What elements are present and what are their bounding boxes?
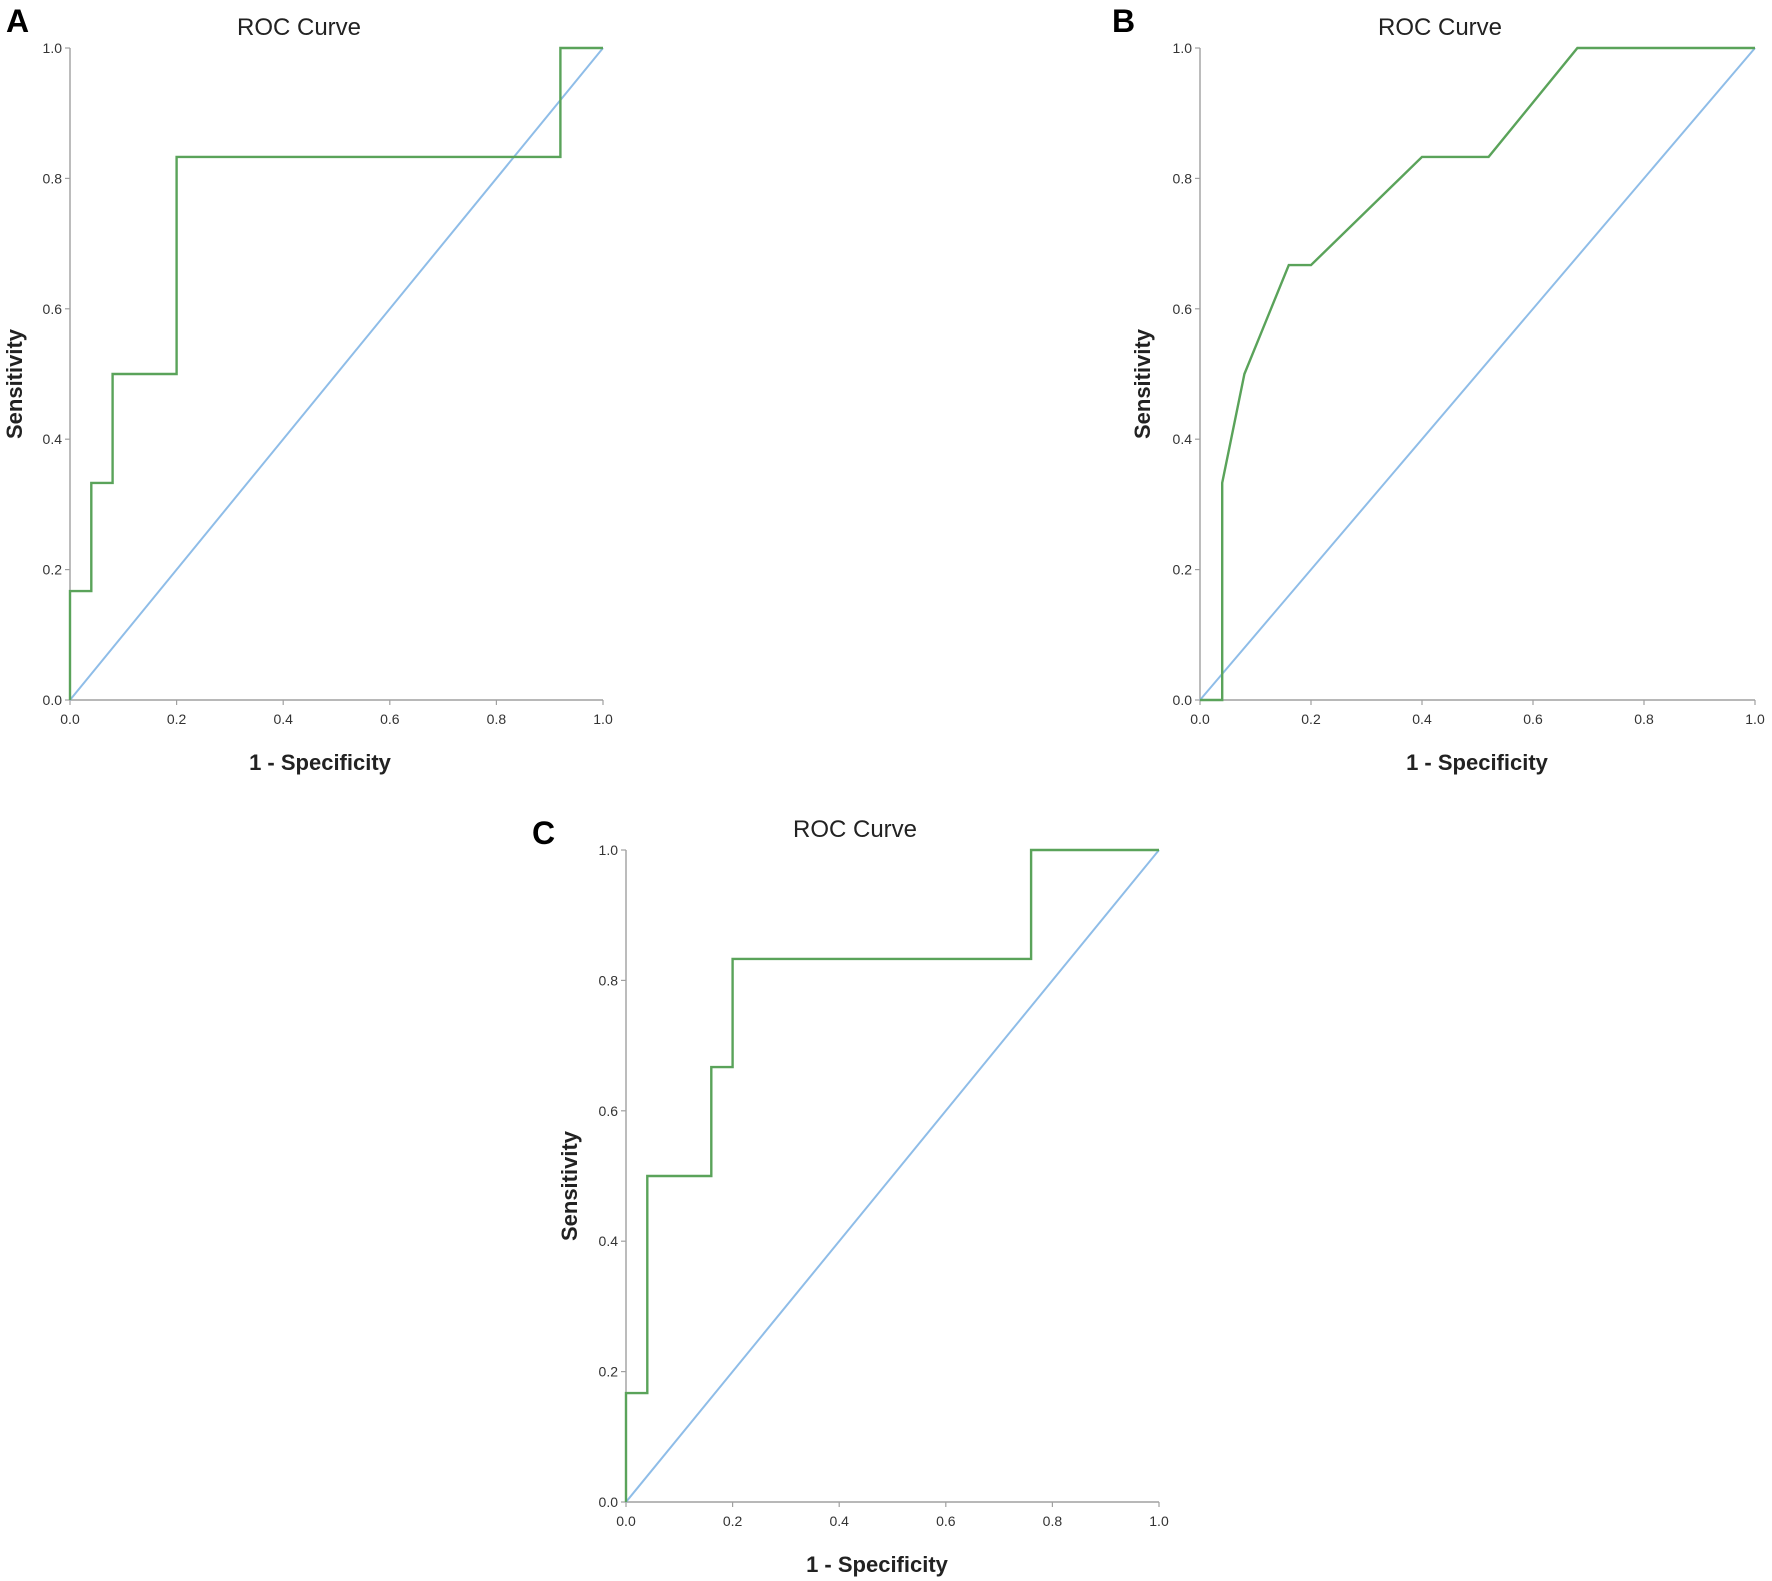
y-tick-label: 0.4 xyxy=(43,431,63,447)
y-axis-label: Sensitivity xyxy=(557,1130,582,1241)
x-tick-label: 0.6 xyxy=(1523,711,1543,727)
reference-diagonal-line xyxy=(625,849,1160,1503)
chart-title: ROC Curve xyxy=(793,816,917,843)
panel-c: C ROC Curve 1 - Specificity Sensitivity … xyxy=(532,815,1169,1577)
x-tick-label: 1.0 xyxy=(593,711,613,727)
panel-b: B ROC Curve 1 - Specificity Sensitivity … xyxy=(1112,3,1765,775)
x-tick-label: 0.6 xyxy=(936,1513,956,1529)
chart-title: ROC Curve xyxy=(237,14,361,41)
x-tick-label: 0.4 xyxy=(1412,711,1432,727)
x-tick-label: 0.2 xyxy=(167,711,187,727)
y-tick-label: 0.6 xyxy=(599,1103,619,1119)
y-tick-label: 1.0 xyxy=(599,842,619,858)
roc-curve-line xyxy=(624,848,1159,1502)
x-tick-label: 0.0 xyxy=(1190,711,1210,727)
y-tick-label: 0.8 xyxy=(43,170,63,186)
y-tick-label: 0.4 xyxy=(1173,431,1193,447)
panel-letter: A xyxy=(6,3,29,39)
y-tick-label: 0.2 xyxy=(43,562,63,578)
x-tick-label: 0.4 xyxy=(273,711,293,727)
panel-letter: C xyxy=(532,815,555,851)
y-tick-label: 1.0 xyxy=(43,40,63,56)
y-tick-label: 0.6 xyxy=(1173,301,1193,317)
x-axis-label: 1 - Specificity xyxy=(806,1552,949,1577)
y-tick-label: 0.0 xyxy=(1173,692,1193,708)
y-tick-label: 0.8 xyxy=(599,972,619,988)
y-tick-label: 0.4 xyxy=(599,1233,619,1249)
x-tick-label: 0.8 xyxy=(1634,711,1654,727)
y-tick-label: 0.0 xyxy=(43,692,63,708)
y-tick-label: 0.6 xyxy=(43,301,63,317)
y-tick-label: 0.2 xyxy=(599,1364,619,1380)
x-tick-label: 0.2 xyxy=(1301,711,1321,727)
y-tick-label: 1.0 xyxy=(1173,40,1193,56)
x-tick-label: 0.8 xyxy=(487,711,507,727)
panel-a: A ROC Curve 1 - Specificity Sensitivity … xyxy=(2,3,613,775)
x-axis-label: 1 - Specificity xyxy=(1406,750,1549,775)
x-tick-label: 1.0 xyxy=(1149,1513,1169,1529)
y-tick-label: 0.2 xyxy=(1173,562,1193,578)
chart-title: ROC Curve xyxy=(1378,14,1502,41)
roc-curve-line xyxy=(1200,46,1755,702)
x-axis-label: 1 - Specificity xyxy=(249,750,392,775)
x-tick-label: 0.4 xyxy=(829,1513,849,1529)
y-axis-label: Sensitivity xyxy=(1130,328,1155,439)
y-axis-label: Sensitivity xyxy=(2,328,27,439)
x-tick-label: 0.8 xyxy=(1043,1513,1063,1529)
x-tick-label: 0.0 xyxy=(616,1513,636,1529)
x-tick-label: 0.0 xyxy=(60,711,80,727)
y-tick-label: 0.8 xyxy=(1173,170,1193,186)
y-tick-label: 0.0 xyxy=(599,1494,619,1510)
panel-letter: B xyxy=(1112,3,1135,39)
x-tick-label: 0.2 xyxy=(723,1513,743,1529)
x-tick-label: 0.6 xyxy=(380,711,400,727)
roc-curve-line xyxy=(68,46,603,700)
x-tick-label: 1.0 xyxy=(1745,711,1765,727)
reference-diagonal-line xyxy=(1199,47,1756,701)
